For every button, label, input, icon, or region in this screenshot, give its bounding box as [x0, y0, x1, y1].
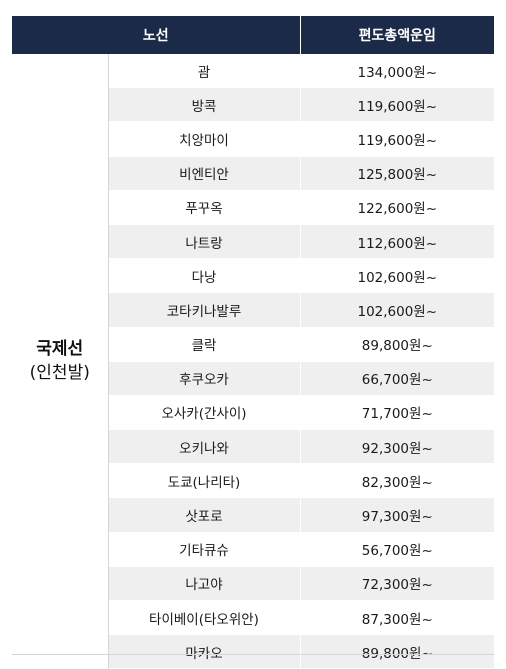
table-row: 기타큐슈 56,700원~: [12, 532, 495, 567]
table-row: 타이베이(타오위안) 87,300원~: [12, 600, 495, 636]
table-row: 클락 89,800원~: [12, 327, 495, 362]
fare-cell: 102,600원~: [300, 292, 495, 328]
fare-cell: 89,800원~: [300, 327, 495, 362]
fare-cell: 89,800원~: [300, 634, 495, 669]
table-bottom-border: [12, 654, 494, 655]
fare-cell: 56,700원~: [300, 532, 495, 567]
region-cell: 국제선 (인천발): [12, 54, 109, 669]
route-cell: 마카오: [108, 634, 301, 669]
fare-cell: 71,700원~: [300, 395, 495, 431]
table-row: 방콕 119,600원~: [12, 87, 495, 123]
table-row: 코타키나발루 102,600원~: [12, 292, 495, 328]
region-subtitle: (인천발): [29, 363, 90, 384]
route-cell: 방콕: [108, 87, 301, 123]
route-cell: 치앙마이: [108, 121, 301, 157]
table-row: 나고야 72,300원~: [12, 566, 495, 602]
fare-cell: 97,300원~: [300, 497, 495, 533]
fare-cell: 119,600원~: [300, 87, 495, 123]
route-cell: 괌: [108, 54, 301, 89]
route-cell: 코타키나발루: [108, 292, 301, 328]
table-row: 오키나와 92,300원~: [12, 429, 495, 465]
route-column-header: 노선: [12, 16, 301, 54]
route-cell: 푸꾸옥: [108, 190, 301, 225]
fare-cell: 112,600원~: [300, 224, 495, 260]
route-cell: 비엔티안: [108, 156, 301, 191]
region-name: 국제선: [36, 338, 84, 359]
route-cell: 삿포로: [108, 497, 301, 533]
fare-cell: 82,300원~: [300, 463, 495, 499]
table-row: 후쿠오카 66,700원~: [12, 361, 495, 396]
fare-cell: 66,700원~: [300, 361, 495, 396]
route-cell: 다낭: [108, 258, 301, 294]
table-row: 도쿄(나리타) 82,300원~: [12, 463, 495, 499]
fare-cell: 92,300원~: [300, 429, 495, 465]
table-row: 삿포로 97,300원~: [12, 497, 495, 533]
route-cell: 타이베이(타오위안): [108, 600, 301, 636]
table-row: 푸꾸옥 122,600원~: [12, 190, 495, 225]
table-body: 국제선 (인천발) 괌 134,000원~ 방콕 119,600원~ 치앙마이 119,600…: [12, 54, 495, 669]
route-cell: 기타큐슈: [108, 532, 301, 567]
fare-cell: 119,600원~: [300, 121, 495, 157]
route-cell: 나트랑: [108, 224, 301, 260]
fare-table: 노선 편도총액운임 국제선 (인천발) 괌 134,000원~ 방콕 119,600원~ 치…: [12, 16, 495, 669]
table-header-row: 노선 편도총액운임: [12, 16, 495, 54]
table-row: 나트랑 112,600원~: [12, 224, 495, 260]
table-row: 비엔티안 125,800원~: [12, 156, 495, 191]
fare-cell: 102,600원~: [300, 258, 495, 294]
route-cell: 후쿠오카: [108, 361, 301, 396]
table-row: 국제선 (인천발) 괌 134,000원~: [12, 54, 495, 669]
table-row: 다낭 102,600원~: [12, 258, 495, 294]
table-row: 오사카(간사이) 71,700원~: [12, 395, 495, 431]
fare-cell: 87,300원~: [300, 600, 495, 636]
fare-cell: 122,600원~: [300, 190, 495, 225]
route-cell: 나고야: [108, 566, 301, 602]
table-row: 치앙마이 119,600원~: [12, 121, 495, 157]
route-cell: 오사카(간사이): [108, 395, 301, 431]
fare-column-header: 편도총액운임: [300, 16, 495, 54]
fare-cell: 125,800원~: [300, 156, 495, 191]
route-cell: 클락: [108, 327, 301, 362]
fare-cell: 134,000원~: [300, 54, 495, 89]
route-cell: 오키나와: [108, 429, 301, 465]
route-cell: 도쿄(나리타): [108, 463, 301, 499]
fare-cell: 72,300원~: [300, 566, 495, 602]
